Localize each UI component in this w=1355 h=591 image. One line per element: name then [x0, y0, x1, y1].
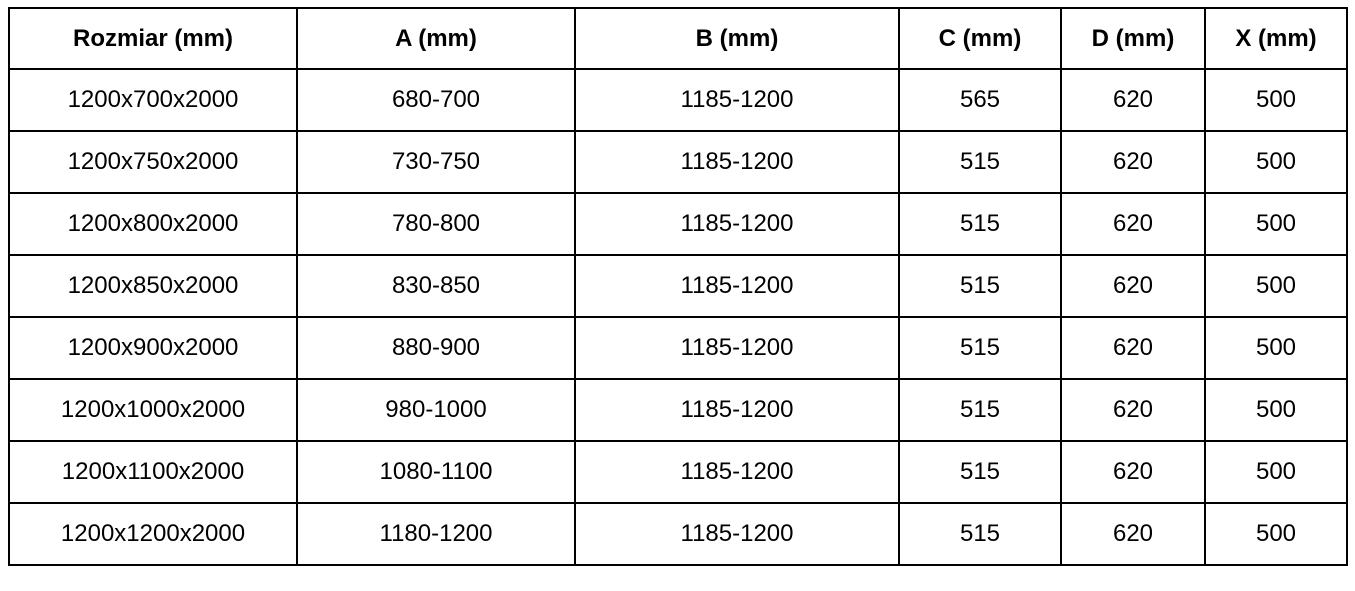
table-cell: 830-850 — [296, 254, 576, 318]
table-cell: 1180-1200 — [296, 502, 576, 566]
table-cell: 620 — [1060, 440, 1206, 504]
table-cell: 500 — [1204, 316, 1348, 380]
table-cell: 500 — [1204, 68, 1348, 132]
table-cell: 1185-1200 — [574, 130, 900, 194]
table-cell: 1200x800x2000 — [8, 192, 298, 256]
table-cell: 565 — [898, 68, 1062, 132]
table-cell: 515 — [898, 254, 1062, 318]
table-cell: 500 — [1204, 378, 1348, 442]
table-cell: 1200x700x2000 — [8, 68, 298, 132]
table-cell: 620 — [1060, 130, 1206, 194]
table-row: 1200x1000x2000 980-1000 1185-1200 515 620 500 — [8, 378, 1348, 442]
table-row: 1200x800x2000 780-800 1185-1200 515 620 500 — [8, 192, 1348, 256]
table-cell: 500 — [1204, 192, 1348, 256]
table-cell: 620 — [1060, 378, 1206, 442]
column-header: A (mm) — [296, 7, 576, 70]
table-cell: 515 — [898, 192, 1062, 256]
table-cell: 1200x1100x2000 — [8, 440, 298, 504]
table-cell: 620 — [1060, 192, 1206, 256]
table-cell: 515 — [898, 378, 1062, 442]
header-row: Rozmiar (mm) A (mm) B (mm) C (mm) D (mm) X (m… — [8, 7, 1348, 70]
table-row: 1200x750x2000 730-750 1185-1200 515 620 500 — [8, 130, 1348, 194]
table-cell: 620 — [1060, 68, 1206, 132]
table-cell: 620 — [1060, 254, 1206, 318]
table-row: 1200x700x2000 680-700 1185-1200 565 620 500 — [8, 68, 1348, 132]
column-header: B (mm) — [574, 7, 900, 70]
table-cell: 1185-1200 — [574, 378, 900, 442]
table-cell: 980-1000 — [296, 378, 576, 442]
column-header: X (mm) — [1204, 7, 1348, 70]
table-cell: 1200x850x2000 — [8, 254, 298, 318]
table-cell: 880-900 — [296, 316, 576, 380]
table-cell: 1200x750x2000 — [8, 130, 298, 194]
table-row: 1200x1100x2000 1080-1100 1185-1200 515 620 50… — [8, 440, 1348, 504]
table-cell: 1200x1200x2000 — [8, 502, 298, 566]
table-row: 1200x850x2000 830-850 1185-1200 515 620 500 — [8, 254, 1348, 318]
table-cell: 620 — [1060, 316, 1206, 380]
column-header: C (mm) — [898, 7, 1062, 70]
table-cell: 500 — [1204, 502, 1348, 566]
table-cell: 515 — [898, 130, 1062, 194]
table-cell: 515 — [898, 316, 1062, 380]
column-header: D (mm) — [1060, 7, 1206, 70]
table-cell: 1185-1200 — [574, 254, 900, 318]
table-cell: 1185-1200 — [574, 502, 900, 566]
table-cell: 780-800 — [296, 192, 576, 256]
table-cell: 730-750 — [296, 130, 576, 194]
table-cell: 1080-1100 — [296, 440, 576, 504]
table-cell: 500 — [1204, 440, 1348, 504]
table-row: 1200x900x2000 880-900 1185-1200 515 620 500 — [8, 316, 1348, 380]
table-cell: 515 — [898, 502, 1062, 566]
table-cell: 1185-1200 — [574, 68, 900, 132]
table-cell: 1185-1200 — [574, 192, 900, 256]
table-cell: 680-700 — [296, 68, 576, 132]
table-cell: 1185-1200 — [574, 440, 900, 504]
table-cell: 1185-1200 — [574, 316, 900, 380]
table-row: 1200x1200x2000 1180-1200 1185-1200 515 620 50… — [8, 502, 1348, 566]
table-cell: 500 — [1204, 254, 1348, 318]
table-cell: 1200x900x2000 — [8, 316, 298, 380]
table-cell: 500 — [1204, 130, 1348, 194]
column-header: Rozmiar (mm) — [8, 7, 298, 70]
table-cell: 620 — [1060, 502, 1206, 566]
table-cell: 515 — [898, 440, 1062, 504]
dimensions-table: Rozmiar (mm) A (mm) B (mm) C (mm) D (mm) X (m… — [8, 7, 1348, 566]
table-cell: 1200x1000x2000 — [8, 378, 298, 442]
